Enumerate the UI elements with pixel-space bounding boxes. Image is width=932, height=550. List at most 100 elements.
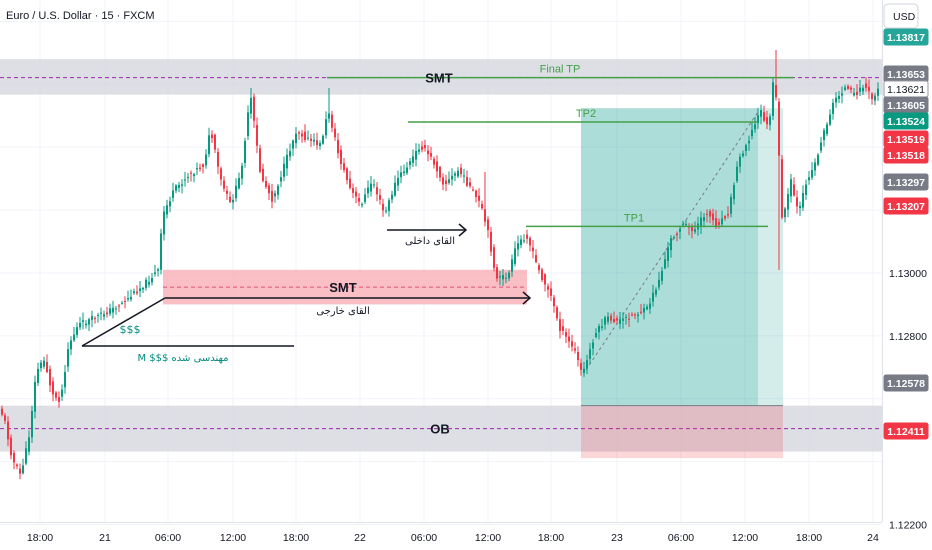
profit-zone[interactable] xyxy=(581,108,758,406)
candle-body xyxy=(760,110,762,117)
candle-body xyxy=(64,372,66,388)
candle xyxy=(349,170,351,190)
candle-body xyxy=(481,204,483,209)
time-tick-label: 21 xyxy=(99,532,111,544)
candle xyxy=(598,323,600,340)
candle xyxy=(421,141,423,153)
candle-body xyxy=(379,195,381,200)
candle-body xyxy=(4,415,6,421)
candle-body xyxy=(511,259,513,272)
candle-body xyxy=(568,336,570,342)
time-ticks: 18:00 21 06:00 12:00 18:00 22 06:00 12:00 18:00 2… xyxy=(27,532,879,544)
candle-body xyxy=(154,272,156,275)
long-position[interactable] xyxy=(581,108,783,459)
candle xyxy=(73,327,75,342)
candle-body xyxy=(877,88,879,96)
candle xyxy=(193,172,195,183)
candle xyxy=(646,304,648,311)
candle-body xyxy=(820,142,822,151)
candle xyxy=(85,319,87,329)
candle-body xyxy=(409,161,411,166)
candle-body xyxy=(244,140,246,163)
candle-body xyxy=(670,238,672,251)
candle-body xyxy=(544,274,546,285)
candle-body xyxy=(82,320,84,322)
candle-body xyxy=(370,183,372,192)
candle-body xyxy=(457,170,459,177)
price-tag-label: 1.13817 xyxy=(887,32,925,44)
candle-body xyxy=(832,102,834,114)
candle xyxy=(118,304,120,313)
candle xyxy=(364,188,366,205)
candle xyxy=(475,189,477,203)
candle-body xyxy=(43,360,45,367)
candle-body xyxy=(298,132,300,134)
candle-body xyxy=(46,361,48,373)
candle-body xyxy=(61,389,63,397)
candle xyxy=(841,86,843,104)
time-tick-label: 12:00 xyxy=(475,532,501,544)
price-tags: 1.13817 1.13653 1.13621 1.13605 1.13524 1.135… xyxy=(883,28,929,440)
candle-body xyxy=(157,269,159,271)
candle xyxy=(253,93,255,128)
candle xyxy=(679,225,681,240)
currency-button[interactable] xyxy=(883,3,919,29)
candle xyxy=(565,328,567,344)
candle-body xyxy=(214,134,216,150)
candle-body xyxy=(703,217,705,221)
candle xyxy=(22,458,24,475)
candle xyxy=(760,104,762,125)
candle-body xyxy=(148,281,150,285)
price-tick-label: 1.12200 xyxy=(889,520,927,532)
symbol-title[interactable]: Euro / U.S. Dollar · 15 · FXCM xyxy=(6,10,155,22)
candle xyxy=(523,234,525,244)
candle-body xyxy=(166,205,168,215)
candle-body xyxy=(388,200,390,211)
target-label: Final TP xyxy=(540,64,581,76)
candle xyxy=(382,198,384,217)
candle xyxy=(790,173,792,203)
candle xyxy=(241,162,243,185)
trend-line[interactable] xyxy=(81,297,166,347)
candle-body xyxy=(595,333,597,338)
price-tag-box xyxy=(883,112,929,130)
price-ticks: 1.12200 1.12800 1.13000 xyxy=(889,268,927,532)
candle xyxy=(166,199,168,219)
candle-body xyxy=(841,93,843,96)
drawings[interactable] xyxy=(81,76,793,347)
price-tag-label: 1.13621 xyxy=(887,84,925,96)
candle-body xyxy=(385,210,387,212)
candle xyxy=(610,313,612,324)
price-axis[interactable]: USD 1.12200 1.12800 1.13000 1.13817 1.13653… xyxy=(882,0,932,550)
candle xyxy=(799,201,801,216)
candle xyxy=(748,135,750,151)
candle xyxy=(763,105,765,123)
candle xyxy=(46,354,48,374)
candle-body xyxy=(130,296,132,300)
candle xyxy=(544,273,546,292)
candle xyxy=(91,310,93,328)
price-tag: 1.13207 xyxy=(883,197,929,215)
candle xyxy=(856,84,858,100)
candle-body xyxy=(778,101,780,156)
candle xyxy=(607,312,609,325)
candle xyxy=(202,163,204,174)
candle-body xyxy=(472,189,474,191)
stop-zone[interactable] xyxy=(581,405,783,459)
candle xyxy=(145,277,147,291)
candle-body xyxy=(529,237,531,246)
candle-body xyxy=(721,218,723,225)
candle xyxy=(274,190,276,203)
candle xyxy=(862,84,864,95)
time-axis[interactable]: 18:00 21 06:00 12:00 18:00 22 06:00 12:00 18:00 2… xyxy=(0,522,882,545)
candle-body xyxy=(208,135,210,155)
candle xyxy=(289,143,291,161)
candle xyxy=(538,263,540,274)
candle xyxy=(808,170,810,185)
candle xyxy=(670,235,672,258)
candle xyxy=(490,226,492,257)
candle xyxy=(643,303,645,320)
candle-body xyxy=(304,131,306,140)
candle xyxy=(61,384,63,401)
